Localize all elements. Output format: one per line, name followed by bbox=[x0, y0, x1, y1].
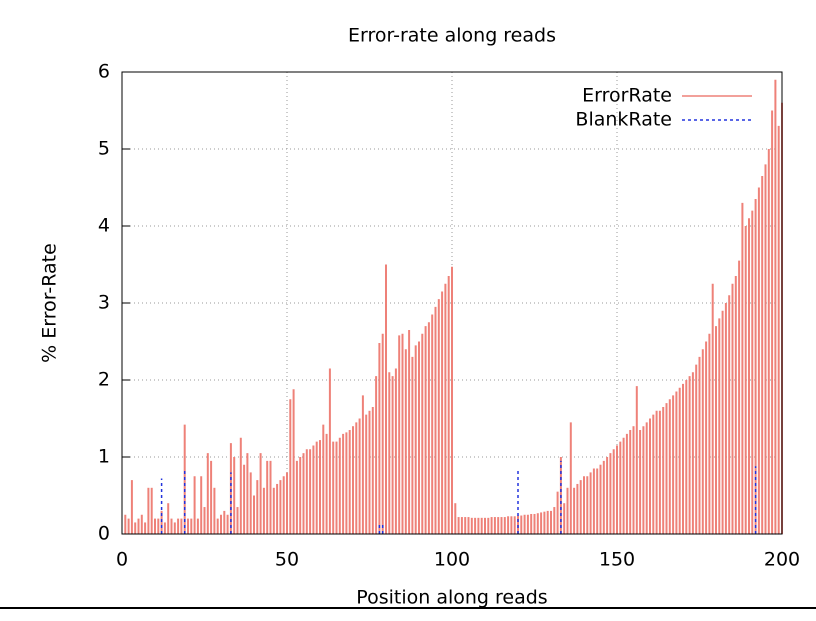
y-tick-label: 1 bbox=[98, 446, 110, 468]
x-tick-label: 150 bbox=[599, 549, 635, 571]
legend-label: ErrorRate bbox=[582, 85, 672, 107]
x-tick-label: 0 bbox=[116, 549, 128, 571]
y-tick-label: 3 bbox=[98, 292, 110, 314]
y-tick-label: 4 bbox=[98, 215, 110, 237]
x-tick-label: 100 bbox=[434, 549, 470, 571]
y-tick-label: 2 bbox=[98, 369, 110, 391]
x-axis-label: Position along reads bbox=[356, 587, 547, 609]
x-tick-label: 200 bbox=[764, 549, 800, 571]
y-axis-label: % Error-Rate bbox=[39, 243, 61, 363]
chart-title: Error-rate along reads bbox=[348, 25, 556, 47]
legend-label: BlankRate bbox=[575, 109, 672, 131]
y-tick-label: 0 bbox=[98, 523, 110, 545]
y-tick-label: 5 bbox=[98, 138, 110, 160]
x-tick-label: 50 bbox=[275, 549, 299, 571]
y-tick-label: 6 bbox=[98, 61, 110, 83]
plot-frame bbox=[121, 71, 783, 535]
